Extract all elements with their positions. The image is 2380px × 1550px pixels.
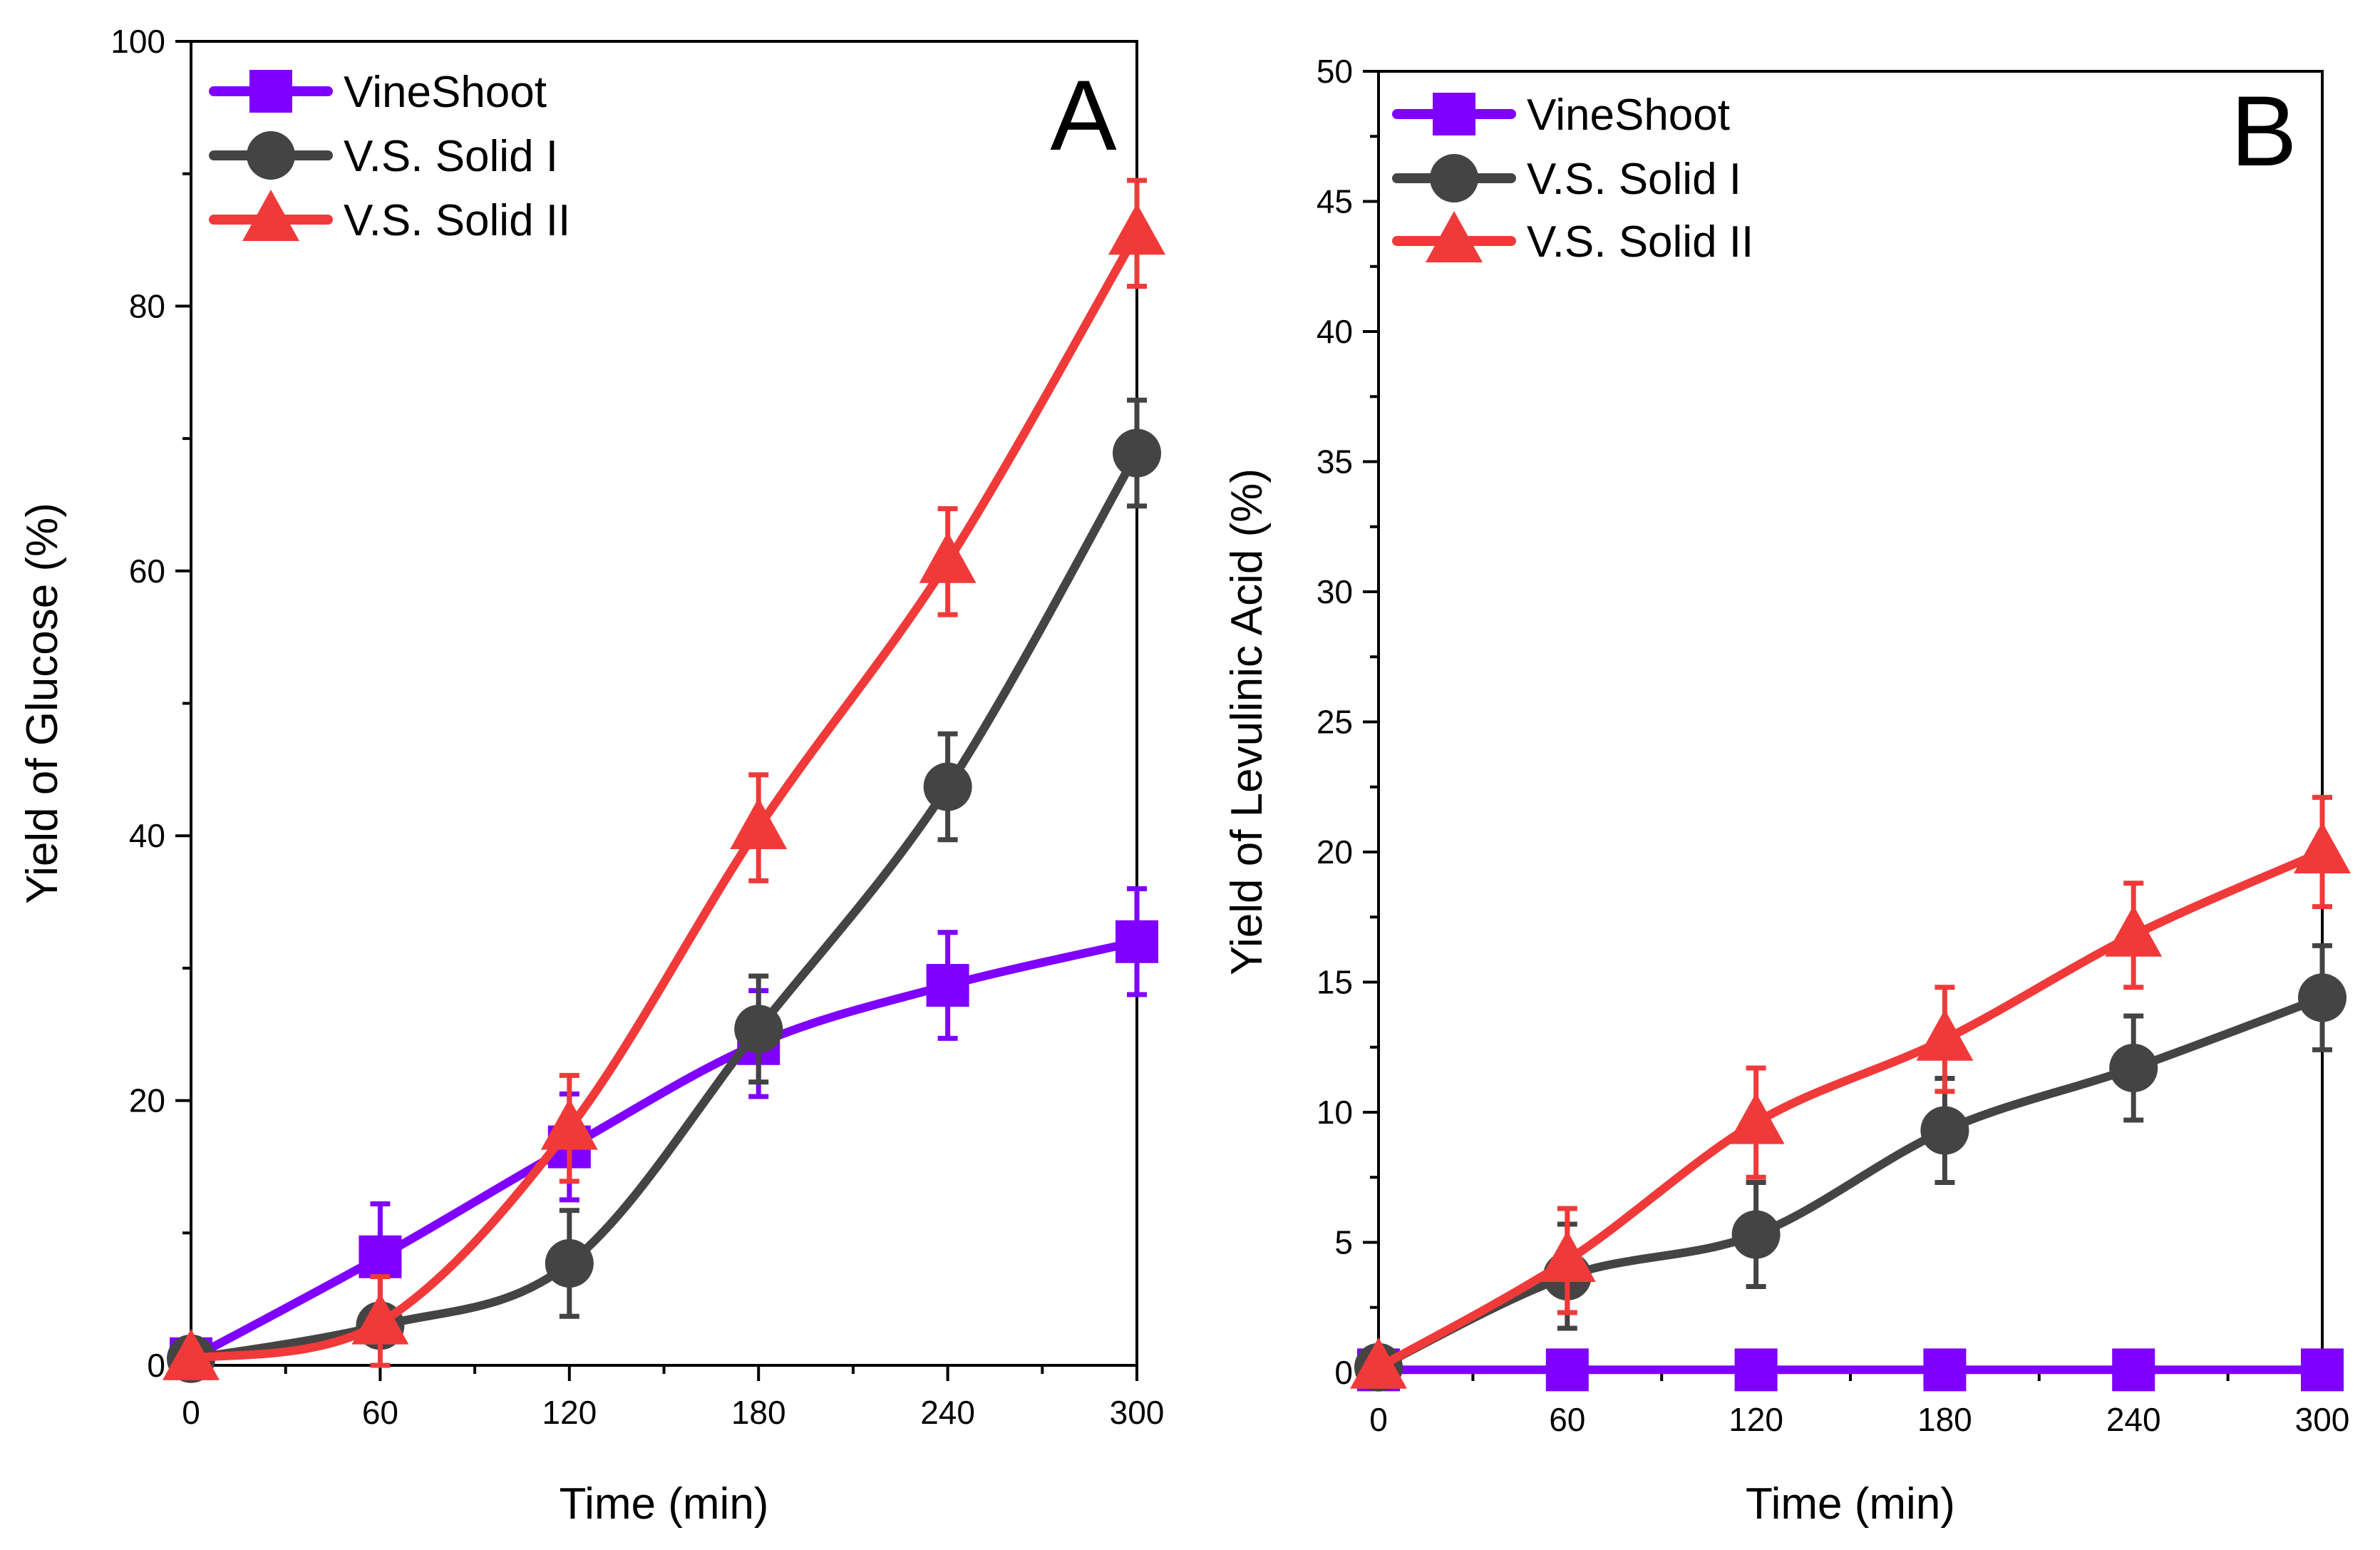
legend: VineShoot V.S. Solid I V.S. Solid II — [1392, 91, 1753, 267]
legend-label: VineShoot — [344, 68, 547, 117]
data-point — [545, 1239, 594, 1288]
y-tick-label: 15 — [1317, 964, 1353, 1001]
y-tick-label: 30 — [1317, 573, 1353, 610]
y-tick-label: 40 — [129, 817, 165, 854]
y-tick-label: 0 — [1334, 1354, 1353, 1391]
legend-label: V.S. Solid II — [344, 196, 570, 245]
x-tick-label: 120 — [542, 1394, 597, 1431]
data-point — [1727, 1092, 1785, 1144]
data-point — [730, 798, 788, 850]
data-point — [1108, 203, 1165, 255]
x-tick-label: 180 — [731, 1394, 786, 1431]
data-point — [2109, 1043, 2158, 1092]
data-point — [2112, 1348, 2155, 1392]
legend: VineShoot V.S. Solid I V.S. Solid II — [209, 68, 570, 245]
y-tick-label: 5 — [1334, 1224, 1353, 1261]
data-point — [1734, 1348, 1778, 1392]
panel-a-chart: 0 60 120 180 240 300 0 20 40 60 80 100 Time (min) Yie… — [18, 23, 1165, 1529]
y-tick-label: 25 — [1317, 704, 1353, 741]
legend-label: V.S. Solid I — [1527, 155, 1741, 204]
panel-b-chart: 0 60 120 180 240 300 0 5 10 15 20 25 30 35 40 45 50 Time … — [1222, 53, 2351, 1529]
y-tick-label: 20 — [1317, 833, 1353, 871]
x-tick-label: 240 — [2106, 1401, 2161, 1438]
data-point — [1116, 920, 1158, 963]
y-tick-label: 20 — [129, 1082, 165, 1119]
x-tick-label: 0 — [1369, 1401, 1388, 1438]
series-vineshoot — [1357, 1348, 2344, 1392]
data-point — [540, 1098, 598, 1150]
x-axis-title: Time (min) — [560, 1479, 769, 1529]
data-point — [1916, 1009, 1974, 1061]
data-point — [734, 1005, 783, 1054]
legend-marker — [249, 70, 292, 113]
y-tick-label: 0 — [147, 1347, 165, 1384]
data-point — [2294, 822, 2351, 873]
series-v-s-solid-i — [167, 397, 1161, 1383]
x-tick-label: 240 — [920, 1394, 975, 1431]
x-tick-label: 60 — [362, 1394, 398, 1431]
series-v-s-solid-ii — [163, 178, 1165, 1380]
data-point — [163, 1328, 220, 1380]
y-tick-label: 80 — [129, 287, 165, 324]
panel-letter: B — [2230, 75, 2297, 187]
y-tick-label: 100 — [110, 23, 165, 60]
data-point — [923, 762, 972, 811]
series-v-s-solid-i — [1354, 943, 2346, 1392]
legend-marker — [242, 190, 299, 241]
x-tick-label: 0 — [182, 1394, 200, 1431]
y-tick-label: 10 — [1317, 1094, 1353, 1131]
series-line — [1374, 848, 2327, 1372]
legend-marker — [1426, 211, 1483, 262]
data-point — [2105, 905, 2163, 957]
panel-letter: A — [1050, 59, 1117, 171]
data-point — [2298, 973, 2346, 1022]
data-point — [351, 1293, 409, 1345]
data-point — [1731, 1210, 1781, 1259]
x-axis-title: Time (min) — [1746, 1479, 1955, 1529]
data-point — [1923, 1348, 1967, 1392]
x-tick-label: 300 — [1110, 1394, 1165, 1431]
series-vineshoot — [170, 886, 1158, 1380]
y-tick-label: 40 — [1317, 313, 1353, 350]
data-point — [1920, 1106, 1969, 1155]
data-point — [926, 964, 969, 1007]
data-point — [1113, 428, 1161, 478]
data-point — [1545, 1348, 1589, 1392]
legend-marker — [1430, 154, 1478, 202]
x-tick-label: 180 — [1917, 1401, 1972, 1438]
legend-marker — [247, 131, 295, 180]
y-tick-label: 35 — [1317, 443, 1353, 481]
legend-marker — [1433, 93, 1475, 135]
y-tick-label: 45 — [1317, 183, 1353, 220]
y-tick-label: 50 — [1317, 53, 1353, 90]
plot-frame — [1377, 70, 2324, 1374]
y-tick-label: 60 — [129, 553, 165, 590]
x-tick-label: 300 — [2295, 1401, 2350, 1438]
x-tick-label: 60 — [1549, 1401, 1585, 1438]
series-line — [187, 448, 1141, 1363]
y-axis-title: Yield of Levulinic Acid (%) — [1222, 468, 1272, 975]
data-point — [1350, 1337, 1407, 1389]
data-point — [2301, 1348, 2344, 1392]
data-point — [919, 531, 977, 583]
legend-label: V.S. Solid II — [1527, 217, 1753, 267]
legend-label: V.S. Solid I — [344, 132, 558, 181]
series-v-s-solid-ii — [1350, 794, 2351, 1389]
data-point — [359, 1235, 402, 1278]
series-line — [1374, 993, 2327, 1372]
x-tick-label: 120 — [1729, 1401, 1783, 1438]
y-axis-title: Yield of Glucose (%) — [18, 503, 67, 904]
legend-label: VineShoot — [1527, 91, 1730, 140]
series-line — [187, 229, 1141, 1363]
data-point — [1538, 1231, 1596, 1283]
